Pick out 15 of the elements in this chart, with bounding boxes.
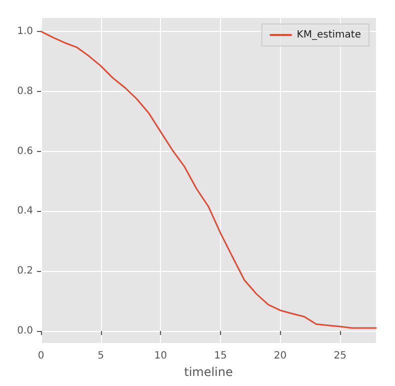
y-tick-label: 0.0: [17, 326, 33, 337]
x-tick-label: 20: [274, 350, 287, 362]
legend-label: KM_estimate: [296, 30, 362, 40]
y-tick-label: 0.4: [17, 206, 33, 217]
x-axis-title: timeline: [184, 364, 233, 379]
line-series: [40, 30, 377, 329]
x-tick-label: 10: [154, 350, 168, 362]
y-tick-label: 0.2: [17, 266, 33, 277]
x-tick-label: 0: [38, 350, 44, 362]
y-tick-label: 0.6: [17, 146, 33, 157]
x-tick-label: 25: [334, 350, 346, 362]
y-tick-label: 1.0: [17, 26, 33, 37]
x-tick-label: 5: [98, 350, 104, 362]
y-tick-label: 0.8: [17, 86, 33, 97]
x-tick-label: 15: [214, 350, 227, 362]
